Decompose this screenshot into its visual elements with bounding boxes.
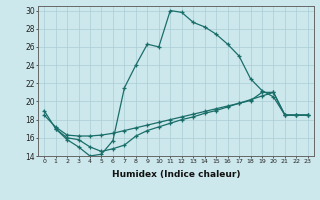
X-axis label: Humidex (Indice chaleur): Humidex (Indice chaleur) bbox=[112, 170, 240, 179]
